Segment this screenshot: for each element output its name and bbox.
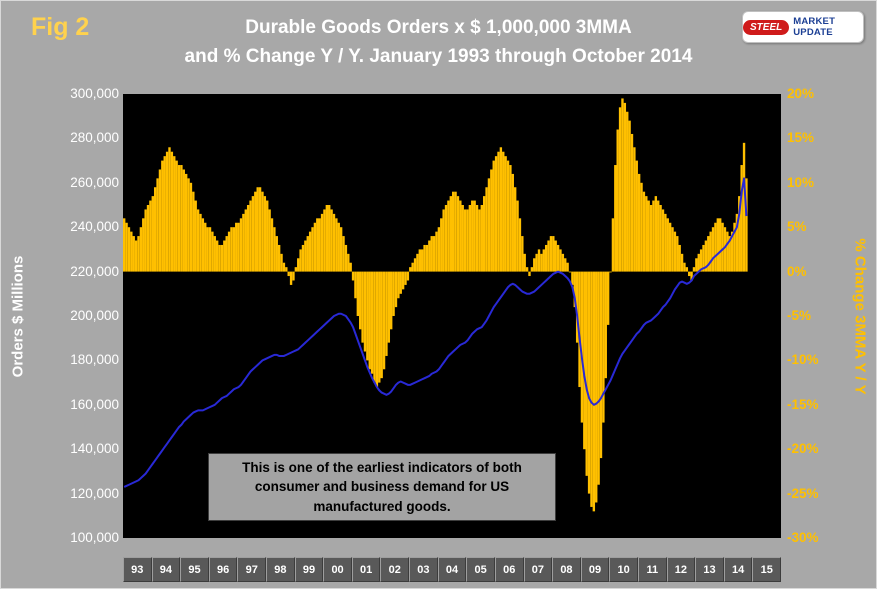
right-tick-0: 20% xyxy=(787,86,815,101)
annotation-line1: This is one of the earliest indicators o… xyxy=(242,459,522,475)
right-tick-6: -10% xyxy=(787,352,819,368)
x-axis-year-08: 08 xyxy=(552,557,581,582)
x-axis-year-15: 15 xyxy=(752,557,782,582)
x-axis-year-13: 13 xyxy=(695,557,724,582)
annotation-callout-box: This is one of the earliest indicators o… xyxy=(208,453,556,521)
x-axis-year-12: 12 xyxy=(666,557,696,582)
left-tick-8: 140,000 xyxy=(70,441,119,457)
right-tick-2: 10% xyxy=(787,174,815,190)
right-tick-7: -15% xyxy=(787,396,819,412)
right-tick-9: -25% xyxy=(787,485,819,501)
right-tick-1: 15% xyxy=(787,130,815,146)
steel-market-update-logo: STEEL MARKET UPDATE xyxy=(742,11,864,43)
right-tick-4: 0% xyxy=(787,263,807,279)
right-tick-8: -20% xyxy=(787,441,819,457)
x-axis-year-01: 01 xyxy=(351,557,381,582)
logo-steel-badge: STEEL xyxy=(743,19,790,35)
left-tick-5: 200,000 xyxy=(70,308,119,323)
left-tick-4: 220,000 xyxy=(70,263,119,279)
logo-market-update-text: MARKET UPDATE xyxy=(793,16,836,38)
pct-change-bars xyxy=(123,98,748,512)
left-tick-9: 120,000 xyxy=(70,485,119,501)
x-axis-year-97: 97 xyxy=(237,557,267,582)
right-axis-title: % Change 3MMA Y / Y xyxy=(851,237,869,395)
x-axis-year-labels: 93 94 95 96 97 98 99 00 01 02 03 04 05 06 07 08 09 10 11 12… xyxy=(123,557,782,582)
x-axis-year-95: 95 xyxy=(180,557,209,582)
x-axis-year-03: 03 xyxy=(409,557,438,582)
left-tick-1: 280,000 xyxy=(70,130,119,146)
left-tick-7: 160,000 xyxy=(70,396,119,412)
chart-title-line1: Durable Goods Orders x $ 1,000,000 3MMA xyxy=(245,17,632,38)
x-axis-year-10: 10 xyxy=(609,557,638,582)
left-tick-6: 180,000 xyxy=(70,352,119,368)
figure-number-label: Fig 2 xyxy=(31,13,90,41)
left-tick-2: 260,000 xyxy=(70,174,119,190)
right-axis-tick-labels: 20% 15% 10% 5% 0% -5% -10% -15% -20% -25% -30% xyxy=(787,86,843,545)
left-axis-title: Orders $ Millions xyxy=(9,255,27,377)
right-tick-10: -30% xyxy=(787,530,819,545)
x-axis-year-05: 05 xyxy=(466,557,495,582)
x-axis-year-14: 14 xyxy=(723,557,753,582)
left-tick-10: 100,000 xyxy=(70,530,119,545)
x-axis-year-02: 02 xyxy=(380,557,410,582)
x-axis-year-07: 07 xyxy=(523,557,553,582)
left-axis-tick-labels: 300,000 280,000 260,000 240,000 220,000 200,0… xyxy=(37,86,119,545)
orders-3mma-line xyxy=(123,177,748,488)
x-axis-year-94: 94 xyxy=(151,557,181,582)
right-tick-3: 5% xyxy=(787,219,807,235)
chart-title-line2: and % Change Y / Y. January 1993 through… xyxy=(184,46,693,67)
x-axis-year-93: 93 xyxy=(123,557,152,582)
x-axis-year-96: 96 xyxy=(208,557,238,582)
x-axis-year-06: 06 xyxy=(494,557,524,582)
x-axis-year-11: 11 xyxy=(637,557,667,582)
annotation-line3: manufactured goods. xyxy=(313,498,451,514)
plot-svg xyxy=(123,98,748,512)
x-axis-year-09: 09 xyxy=(580,557,610,582)
x-axis-year-98: 98 xyxy=(266,557,295,582)
left-tick-3: 240,000 xyxy=(70,219,119,235)
x-axis-year-00: 00 xyxy=(323,557,352,582)
annotation-line2: consumer and business demand for US xyxy=(254,479,510,495)
x-axis-year-99: 99 xyxy=(294,557,324,582)
x-axis-year-04: 04 xyxy=(437,557,467,582)
left-tick-0: 300,000 xyxy=(70,86,119,101)
right-tick-5: -5% xyxy=(787,308,812,323)
